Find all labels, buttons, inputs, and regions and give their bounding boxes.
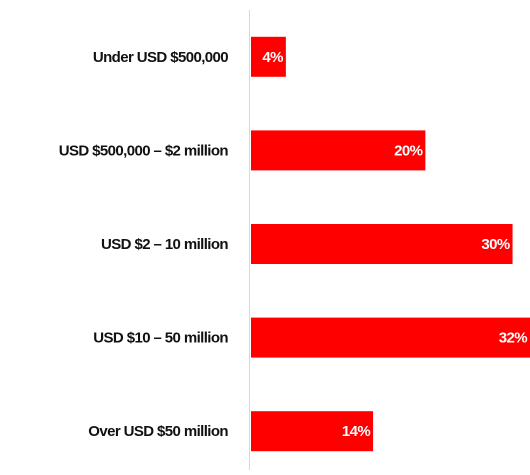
category-label: Under USD $500,000 [93, 49, 228, 66]
category-label: USD $500,000 – $2 million [59, 142, 229, 159]
category-label: USD $10 – 50 million [93, 330, 228, 347]
data-label: 14% [342, 423, 370, 440]
bar [251, 224, 513, 264]
category-label: Over USD $50 million [88, 423, 228, 440]
data-label: 4% [262, 49, 283, 66]
data-label: 32% [499, 330, 527, 347]
category-label: USD $2 – 10 million [101, 236, 228, 253]
bar [251, 317, 530, 358]
data-label: 20% [394, 142, 422, 159]
bar [251, 130, 426, 171]
bar [251, 36, 286, 77]
data-label: 30% [481, 236, 509, 253]
bar [251, 411, 374, 452]
